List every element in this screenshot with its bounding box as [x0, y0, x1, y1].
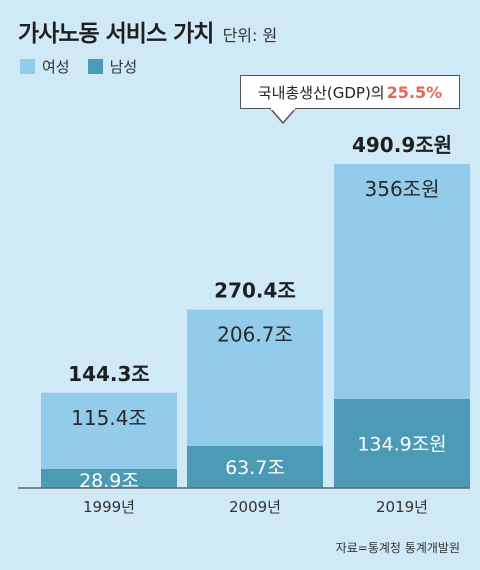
- unit-label: 단위: 원: [222, 26, 278, 45]
- label-male-1: 63.7조: [225, 457, 285, 479]
- callout-tail: [270, 108, 296, 124]
- label-female-2: 356조원: [365, 177, 440, 201]
- bar-female-2: [334, 164, 470, 399]
- callout-value: 25.5%: [386, 82, 443, 102]
- legend-swatch-female: [20, 59, 35, 74]
- label-female-0: 115.4조: [71, 406, 147, 430]
- x-tick-label-0: 1999년: [83, 498, 135, 516]
- label-male-2: 134.9조원: [357, 433, 446, 455]
- title-row: 가사노동 서비스 가치 단위: 원: [18, 14, 277, 48]
- bar-male-0: [41, 468, 177, 488]
- legend-label-female: 여성: [42, 58, 70, 76]
- legend: 여성 남성: [20, 56, 137, 77]
- label-total-1: 270.4조: [214, 279, 296, 303]
- x-tick-label-2: 2019년: [376, 498, 428, 516]
- chart-title: 가사노동 서비스 가치: [18, 21, 214, 47]
- bar-female-0: [41, 392, 177, 469]
- legend-item-male: 남성: [87, 56, 138, 77]
- gdp-callout: 국내총생산(GDP)의 25.5%: [240, 75, 460, 109]
- label-male-0: 28.9조: [79, 470, 139, 492]
- label-total-2: 490.9조원: [352, 133, 452, 157]
- legend-label-male: 남성: [109, 58, 138, 76]
- callout-text: 국내총생산(GDP)의: [257, 83, 385, 102]
- source-note: 자료=통계청 통계개발원: [335, 541, 460, 555]
- bar-male-2: [334, 398, 470, 488]
- x-tick-label-1: 2009년: [229, 498, 281, 516]
- label-female-1: 206.7조: [217, 323, 293, 347]
- label-total-0: 144.3조: [68, 362, 150, 386]
- bar-female-1: [187, 309, 323, 446]
- bar-male-1: [187, 445, 323, 488]
- legend-swatch-male: [87, 59, 103, 74]
- legend-item-female: 여성: [20, 56, 70, 77]
